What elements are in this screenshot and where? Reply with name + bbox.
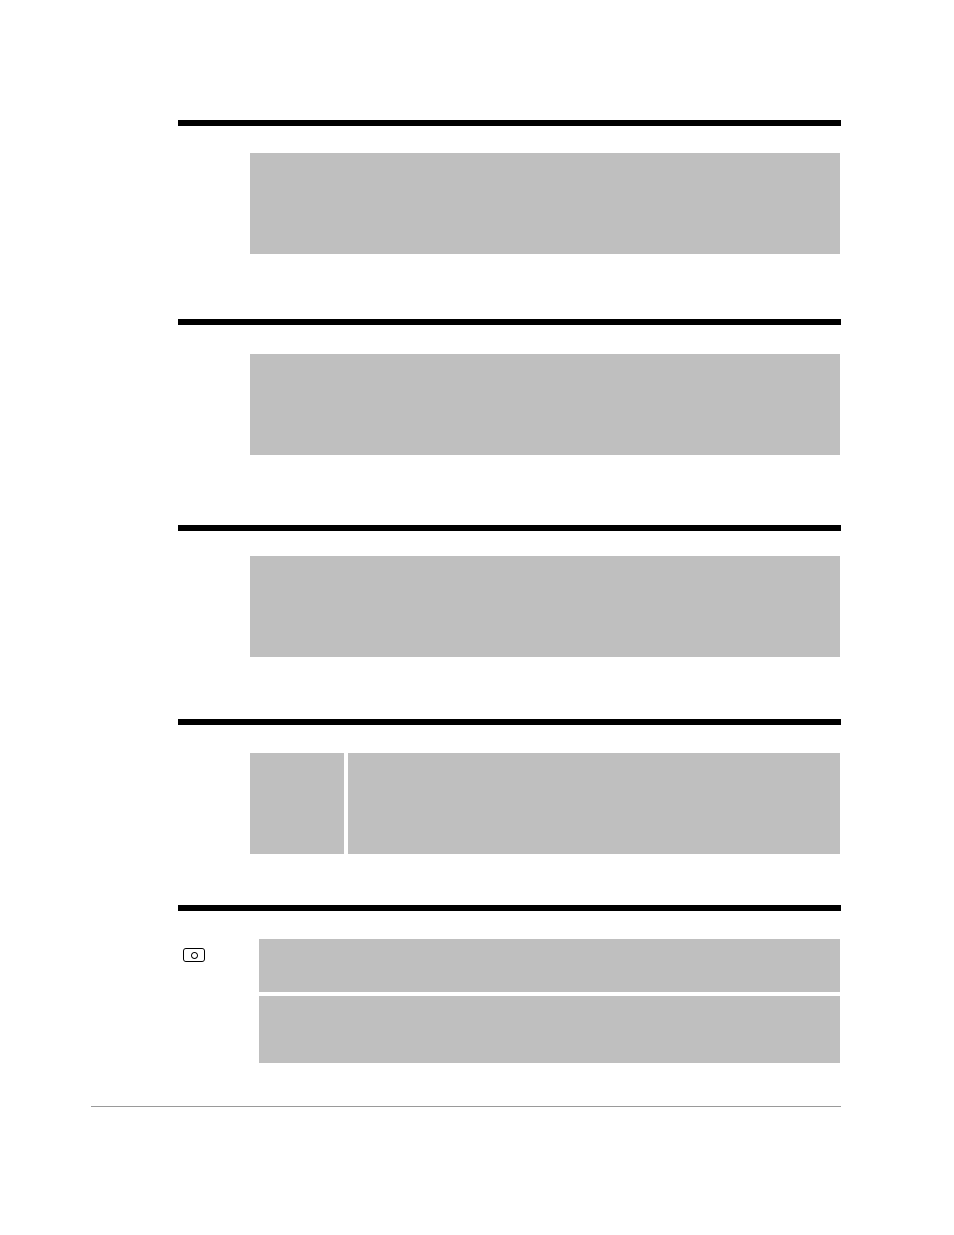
content-placeholder-narrow (250, 753, 344, 854)
section-divider (178, 719, 841, 725)
content-placeholder (259, 939, 840, 992)
content-placeholder (250, 153, 840, 254)
document-page (0, 0, 954, 1235)
camera-icon (183, 948, 205, 962)
section-divider (178, 319, 841, 325)
section-divider (178, 905, 841, 911)
content-placeholder-wide (348, 753, 840, 854)
footer-divider (91, 1106, 841, 1107)
content-placeholder (250, 556, 840, 657)
section-divider (178, 525, 841, 531)
content-placeholder (259, 996, 840, 1063)
content-placeholder (250, 354, 840, 455)
section-divider (178, 120, 841, 126)
